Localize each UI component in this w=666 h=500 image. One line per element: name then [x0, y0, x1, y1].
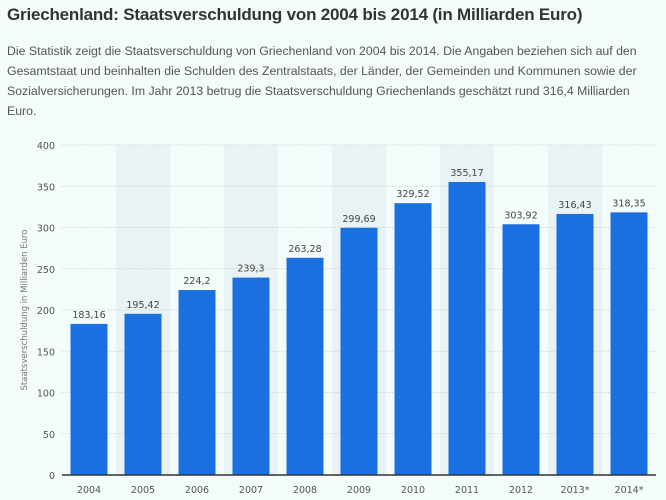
- y-tick-label: 350: [37, 182, 55, 193]
- x-tick-label: 2013*: [561, 485, 590, 496]
- data-label: 183,16: [72, 310, 105, 321]
- data-label: 195,42: [126, 300, 159, 311]
- y-tick-label: 250: [37, 265, 55, 276]
- data-label: 303,92: [504, 210, 537, 221]
- description: Die Statistik zeigt die Staatsverschuldu…: [7, 44, 637, 118]
- x-tick-label: 2008: [293, 485, 317, 496]
- bar: [340, 227, 378, 475]
- x-tick-label: 2014*: [615, 485, 644, 496]
- data-label: 239,3: [237, 264, 264, 275]
- bar: [610, 212, 648, 475]
- x-tick-label: 2012: [509, 485, 533, 496]
- data-label: 329,52: [396, 189, 429, 200]
- bar: [232, 277, 270, 475]
- y-tick-label: 300: [37, 224, 55, 235]
- bar: [448, 181, 486, 476]
- bar: [556, 213, 594, 475]
- y-tick-label: 150: [37, 347, 55, 358]
- y-tick-label: 0: [49, 471, 55, 482]
- x-tick-label: 2010: [401, 485, 425, 496]
- x-tick-label: 2011: [455, 485, 479, 496]
- data-label: 318,35: [612, 198, 645, 209]
- data-label: 316,43: [558, 200, 591, 211]
- x-tick-label: 2004: [77, 485, 101, 496]
- x-tick-label: 2005: [131, 485, 155, 496]
- bar: [502, 224, 540, 475]
- bar: [70, 323, 108, 475]
- x-tick-label: 2007: [239, 485, 263, 496]
- bar: [178, 290, 216, 475]
- x-tick-label: 2006: [185, 485, 209, 496]
- bar: [286, 257, 324, 475]
- bar: [394, 203, 432, 475]
- data-label: 299,69: [342, 214, 375, 225]
- data-label: 224,2: [183, 276, 210, 287]
- y-axis-label: Staatsverschuldung in Milliarden Euro: [20, 230, 30, 391]
- y-tick-label: 200: [37, 306, 55, 317]
- y-tick-label: 100: [37, 389, 55, 400]
- y-tick-label: 400: [37, 141, 55, 152]
- x-tick-label: 2009: [347, 485, 371, 496]
- bar: [124, 313, 162, 475]
- data-label: 263,28: [288, 244, 321, 255]
- data-label: 355,17: [450, 168, 483, 179]
- y-tick-label: 50: [43, 430, 55, 441]
- page-title: Griechenland: Staatsverschuldung von 200…: [7, 5, 583, 24]
